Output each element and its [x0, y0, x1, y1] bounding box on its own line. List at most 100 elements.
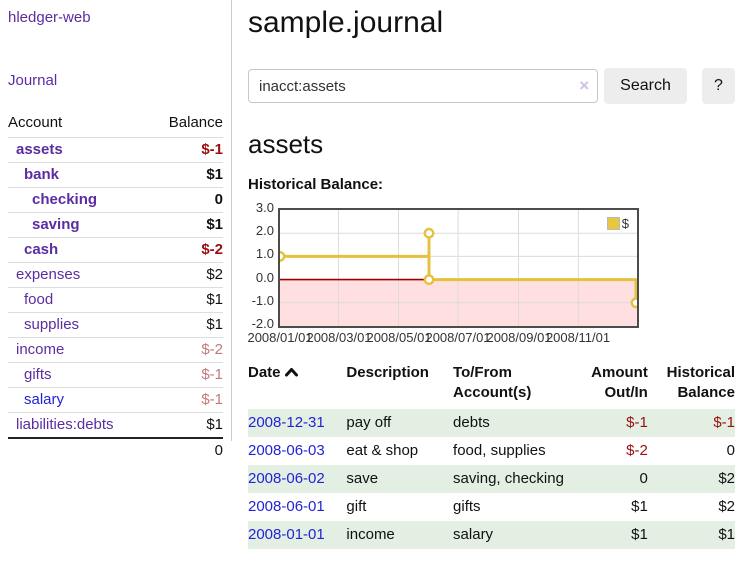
- account-row: liabilities:debts $1: [8, 412, 223, 437]
- account-link-bank[interactable]: bank: [24, 166, 60, 183]
- account-row: salary $-1: [8, 387, 223, 412]
- account-row: checking 0: [8, 187, 223, 212]
- account-balance: $1: [206, 216, 223, 233]
- account-link-assets[interactable]: assets: [16, 141, 63, 158]
- header-description: Description: [346, 364, 429, 381]
- app-brand-link[interactable]: hledger-web: [8, 9, 91, 26]
- y-tick: -2.0: [251, 316, 274, 331]
- transaction-amount: $-1: [626, 414, 648, 431]
- account-row: saving $1: [8, 212, 223, 237]
- transaction-description: pay off: [346, 414, 392, 431]
- header-accounts: To/From Account(s): [453, 364, 532, 401]
- accounts-total-value: 0: [214, 442, 223, 459]
- account-row: bank $1: [8, 162, 223, 187]
- accounts-table: Account Balance assets $-1 bank $1 check…: [8, 111, 223, 463]
- account-row: supplies $1: [8, 312, 223, 337]
- transaction-balance: $1: [718, 526, 735, 543]
- register-row: 2008-06-01 gift gifts $1 $2: [248, 493, 735, 521]
- account-link-checking[interactable]: checking: [32, 191, 98, 208]
- search-box: ×: [248, 69, 599, 103]
- sidebar: hledger-web Journal Account Balance asse…: [0, 0, 232, 459]
- header-date-label: Date: [248, 364, 281, 381]
- account-link-income[interactable]: income: [16, 341, 65, 358]
- account-row: assets $-1: [8, 137, 223, 162]
- transaction-balance: 0: [726, 442, 735, 459]
- accounts-table-header: Account Balance: [8, 111, 223, 137]
- balance-column-header: Balance: [168, 114, 223, 131]
- account-balance: 0: [214, 191, 223, 208]
- account-balance: $-2: [201, 341, 223, 358]
- sort-ascending-icon: [284, 364, 298, 384]
- transaction-accounts: saving, checking: [453, 470, 564, 487]
- header-date[interactable]: Date: [248, 361, 346, 409]
- help-button[interactable]: ?: [701, 68, 735, 104]
- y-tick: 1.0: [255, 246, 274, 261]
- transaction-amount: 0: [639, 470, 648, 487]
- x-tick: 2008/01/01: [247, 330, 313, 345]
- account-link-salary[interactable]: salary: [24, 391, 65, 408]
- search-button[interactable]: Search: [604, 68, 687, 104]
- x-tick: 2008/09/01: [486, 330, 552, 345]
- transaction-amount: $1: [631, 526, 648, 543]
- chart-legend: $: [604, 215, 631, 232]
- clear-search-icon[interactable]: ×: [579, 76, 590, 95]
- account-balance: $-1: [201, 391, 223, 408]
- transaction-date-link[interactable]: 2008-06-03: [248, 442, 325, 459]
- search-input[interactable]: [248, 69, 599, 103]
- transaction-accounts: salary: [453, 526, 494, 543]
- chart-title: Historical Balance:: [248, 176, 384, 193]
- account-row: food $1: [8, 287, 223, 312]
- x-tick: 2008/05/01: [366, 330, 432, 345]
- chart-plot-area: $: [274, 208, 642, 328]
- register-table: Date Description To/From Account(s) Amou…: [248, 361, 735, 549]
- register-row: 2008-01-01 income salary $1 $1: [248, 521, 735, 549]
- x-tick: 2008/11/01: [545, 330, 611, 345]
- transaction-date-link[interactable]: 2008-01-01: [248, 526, 325, 543]
- header-balance: Historical Balance: [666, 364, 735, 401]
- account-balance: $2: [206, 266, 223, 283]
- account-link-supplies[interactable]: supplies: [24, 316, 80, 333]
- transaction-amount: $-2: [626, 442, 648, 459]
- account-balance: $1: [206, 291, 223, 308]
- transaction-date-link[interactable]: 2008-12-31: [248, 414, 325, 431]
- transaction-accounts: food, supplies: [453, 442, 546, 459]
- account-link-liabilities-debts[interactable]: liabilities:debts: [16, 416, 114, 433]
- x-tick: 2008/07/01: [425, 330, 491, 345]
- register-row: 2008-06-02 save saving, checking 0 $2: [248, 465, 735, 493]
- account-balance: $1: [206, 316, 223, 333]
- account-row: cash $-2: [8, 237, 223, 262]
- y-tick: 0.0: [255, 270, 274, 285]
- legend-swatch-icon: [606, 217, 620, 230]
- account-balance: $1: [206, 416, 223, 433]
- account-balance: $-1: [201, 141, 223, 158]
- transaction-balance: $2: [718, 498, 735, 515]
- account-link-expenses[interactable]: expenses: [16, 266, 81, 283]
- transaction-description: save: [346, 470, 379, 487]
- account-link-food[interactable]: food: [24, 291, 54, 308]
- register-row: 2008-12-31 pay off debts $-1 $-1: [248, 409, 735, 437]
- transaction-accounts: gifts: [453, 498, 481, 515]
- account-link-saving[interactable]: saving: [32, 216, 80, 233]
- account-balance: $1: [206, 166, 223, 183]
- transaction-amount: $1: [631, 498, 648, 515]
- transaction-date-link[interactable]: 2008-06-02: [248, 470, 325, 487]
- account-balance: $-2: [201, 241, 223, 258]
- search-form: × Search ?: [248, 68, 735, 104]
- y-tick: 2.0: [255, 223, 274, 238]
- accounts-total-row: 0: [8, 437, 223, 463]
- transaction-description: gift: [346, 498, 367, 515]
- transaction-date-link[interactable]: 2008-06-01: [248, 498, 325, 515]
- account-link-cash[interactable]: cash: [24, 241, 59, 258]
- chart-canvas: [274, 210, 642, 326]
- historical-balance-chart: 3.0 2.0 1.0 0.0 -1.0 -2.0: [247, 200, 735, 348]
- account-heading: assets: [248, 129, 324, 159]
- header-amount: Amount Out/In: [591, 364, 648, 401]
- x-tick: 2008/03/01: [306, 330, 372, 345]
- account-row: gifts $-1: [8, 362, 223, 387]
- legend-label: $: [621, 216, 629, 231]
- transaction-balance: $-1: [713, 414, 735, 431]
- sidebar-item-journal[interactable]: Journal: [8, 72, 58, 89]
- account-balance: $-1: [201, 366, 223, 383]
- account-link-gifts[interactable]: gifts: [24, 366, 52, 383]
- y-tick: 3.0: [255, 200, 274, 215]
